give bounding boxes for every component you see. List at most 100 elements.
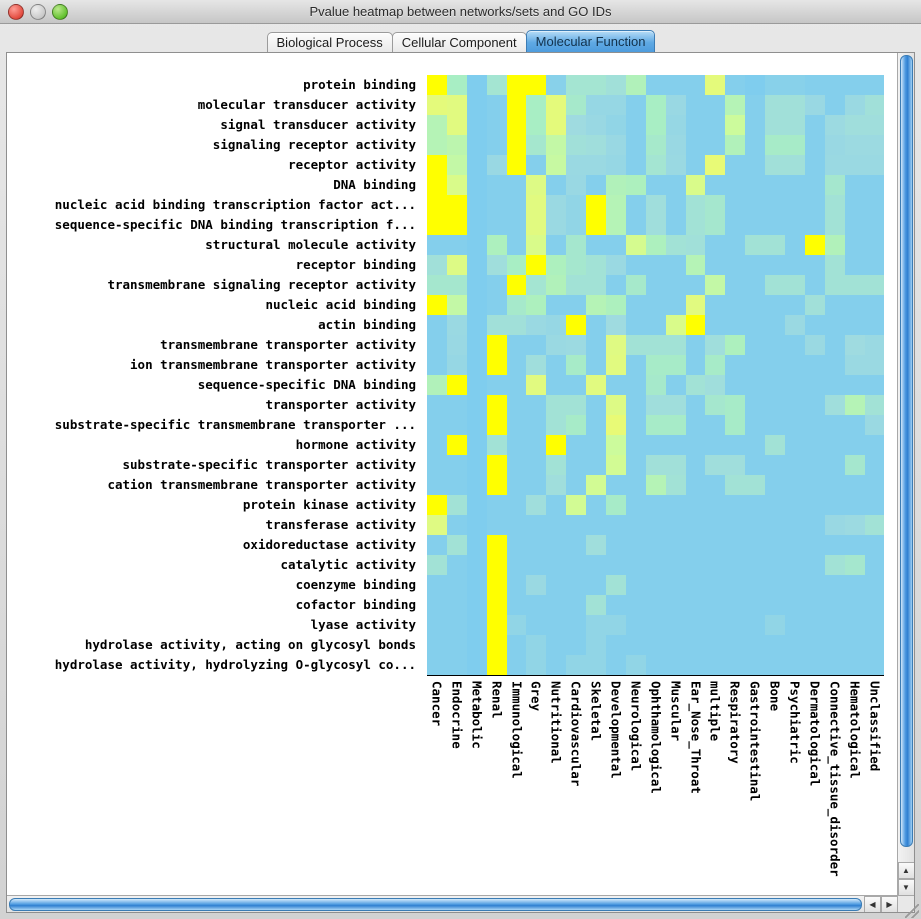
heatmap-cell[interactable] [606, 475, 626, 495]
heatmap-cell[interactable] [506, 575, 527, 595]
heatmap-cell[interactable] [804, 435, 825, 455]
heatmap-cell[interactable] [725, 75, 746, 95]
heatmap-cell[interactable] [705, 315, 726, 335]
heatmap-cell[interactable] [506, 535, 527, 555]
heatmap-cell[interactable] [526, 435, 547, 455]
heatmap-cell[interactable] [427, 415, 447, 435]
heatmap-cell[interactable] [844, 135, 865, 155]
heatmap-cell[interactable] [506, 315, 527, 335]
heatmap-cell[interactable] [685, 335, 706, 355]
heatmap-cell[interactable] [645, 295, 666, 315]
heatmap-cell[interactable] [824, 455, 845, 475]
heatmap-cell[interactable] [665, 95, 686, 115]
heatmap-cell[interactable] [705, 575, 726, 595]
heatmap-cell[interactable] [785, 535, 805, 555]
heatmap-cell[interactable] [466, 75, 487, 95]
heatmap-cell[interactable] [606, 215, 626, 235]
heatmap-cell[interactable] [844, 335, 865, 355]
heatmap-cell[interactable] [844, 495, 865, 515]
heatmap-cell[interactable] [526, 615, 547, 635]
heatmap-cell[interactable] [864, 315, 885, 335]
heatmap-cell[interactable] [486, 495, 507, 515]
heatmap-cell[interactable] [506, 495, 527, 515]
heatmap-cell[interactable] [625, 175, 646, 195]
heatmap-cell[interactable] [625, 75, 646, 95]
heatmap-cell[interactable] [526, 75, 547, 95]
heatmap-cell[interactable] [685, 115, 706, 135]
heatmap-cell[interactable] [705, 375, 726, 395]
heatmap-cell[interactable] [844, 315, 865, 335]
heatmap-cell[interactable] [546, 375, 567, 395]
heatmap-cell[interactable] [526, 495, 547, 515]
heatmap-cell[interactable] [586, 115, 607, 135]
heatmap-cell[interactable] [506, 215, 527, 235]
heatmap-cell[interactable] [705, 175, 726, 195]
heatmap-cell[interactable] [685, 95, 706, 115]
heatmap-cell[interactable] [625, 635, 646, 655]
heatmap-cell[interactable] [586, 375, 607, 395]
heatmap-cell[interactable] [864, 495, 885, 515]
heatmap-cell[interactable] [804, 555, 825, 575]
heatmap-cell[interactable] [785, 395, 805, 415]
heatmap-cell[interactable] [625, 255, 646, 275]
heatmap-cell[interactable] [804, 295, 825, 315]
heatmap-cell[interactable] [804, 515, 825, 535]
heatmap-cell[interactable] [765, 655, 786, 675]
heatmap-cell[interactable] [665, 75, 686, 95]
heatmap-cell[interactable] [685, 515, 706, 535]
heatmap-cell[interactable] [745, 275, 766, 295]
heatmap-cell[interactable] [606, 315, 626, 335]
heatmap-cell[interactable] [844, 515, 865, 535]
heatmap-cell[interactable] [745, 495, 766, 515]
heatmap-cell[interactable] [824, 375, 845, 395]
heatmap-cell[interactable] [466, 575, 487, 595]
heatmap-cell[interactable] [486, 295, 507, 315]
heatmap-cell[interactable] [864, 655, 885, 675]
heatmap-cell[interactable] [446, 375, 467, 395]
heatmap-cell[interactable] [745, 135, 766, 155]
heatmap-cell[interactable] [427, 355, 447, 375]
heatmap-cell[interactable] [725, 575, 746, 595]
heatmap-cell[interactable] [486, 135, 507, 155]
heatmap-cell[interactable] [685, 295, 706, 315]
heatmap-cell[interactable] [844, 635, 865, 655]
heatmap-cell[interactable] [466, 195, 487, 215]
heatmap-cell[interactable] [486, 475, 507, 495]
heatmap-cell[interactable] [844, 435, 865, 455]
heatmap-cell[interactable] [765, 435, 786, 455]
heatmap-cell[interactable] [765, 95, 786, 115]
heatmap-cell[interactable] [566, 655, 587, 675]
heatmap-cell[interactable] [745, 155, 766, 175]
heatmap-cell[interactable] [606, 395, 626, 415]
heatmap-cell[interactable] [427, 255, 447, 275]
heatmap-cell[interactable] [466, 395, 487, 415]
heatmap-cell[interactable] [765, 615, 786, 635]
heatmap-cell[interactable] [446, 215, 467, 235]
heatmap-cell[interactable] [625, 455, 646, 475]
heatmap-cell[interactable] [625, 475, 646, 495]
heatmap-cell[interactable] [466, 255, 487, 275]
heatmap-cell[interactable] [586, 335, 607, 355]
heatmap-cell[interactable] [606, 175, 626, 195]
heatmap-cell[interactable] [785, 595, 805, 615]
heatmap-cell[interactable] [625, 495, 646, 515]
heatmap-cell[interactable] [546, 315, 567, 335]
heatmap-cell[interactable] [645, 315, 666, 335]
heatmap-cell[interactable] [486, 415, 507, 435]
heatmap-cell[interactable] [824, 95, 845, 115]
heatmap-cell[interactable] [466, 175, 487, 195]
heatmap-cell[interactable] [546, 115, 567, 135]
heatmap-cell[interactable] [785, 315, 805, 335]
heatmap-cell[interactable] [745, 335, 766, 355]
heatmap-cell[interactable] [725, 235, 746, 255]
heatmap-cell[interactable] [725, 95, 746, 115]
heatmap-cell[interactable] [486, 375, 507, 395]
heatmap-cell[interactable] [625, 595, 646, 615]
heatmap-cell[interactable] [844, 355, 865, 375]
heatmap-cell[interactable] [586, 215, 607, 235]
heatmap-cell[interactable] [427, 555, 447, 575]
heatmap-cell[interactable] [804, 195, 825, 215]
heatmap-cell[interactable] [645, 375, 666, 395]
heatmap-cell[interactable] [864, 75, 885, 95]
heatmap-cell[interactable] [466, 455, 487, 475]
